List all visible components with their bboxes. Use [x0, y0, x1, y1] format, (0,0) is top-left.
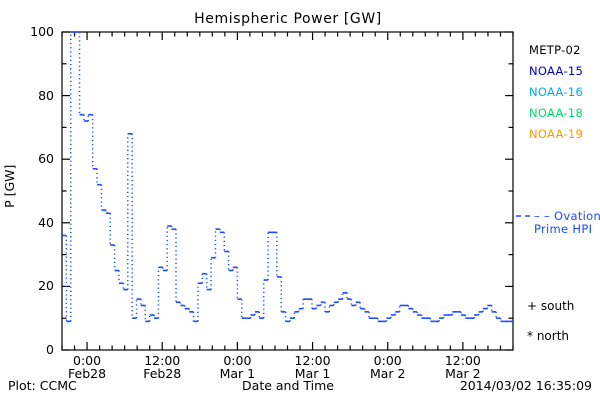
plot-frame [61, 31, 514, 351]
y-tick-label: 0 [46, 342, 54, 357]
y-axis-ticks [62, 31, 513, 351]
x-tick-date-label: Mar 2 [445, 366, 481, 381]
timestamp: 2014/03/02 16:35:09 [459, 378, 592, 393]
x-axis-ticks [61, 32, 514, 350]
x-tick-time-label: 12:00 [294, 353, 331, 368]
legend-marker-north: * north [527, 329, 570, 343]
y-tick-label: 80 [38, 87, 54, 103]
legend-ovation-label-line1: – – Ovation [534, 209, 600, 223]
legend-item-noaa-15: NOAA-15 [529, 64, 584, 78]
legend-item-noaa-18: NOAA-18 [529, 106, 584, 120]
x-tick-time-label: 0:00 [223, 353, 252, 368]
x-axis-label: Date and Time [242, 378, 334, 393]
x-tick-date-label: Feb28 [68, 366, 107, 381]
legend-item-noaa-19: NOAA-19 [529, 127, 584, 141]
legend-ovation-label-line2: Prime HPI [534, 222, 593, 236]
legend-item-noaa-16: NOAA-16 [529, 85, 584, 99]
y-tick-label: 20 [38, 278, 54, 294]
x-tick-date-label: Mar 1 [294, 366, 331, 381]
x-tick-date-label: Feb28 [143, 366, 182, 381]
x-tick-time-label: 0:00 [373, 353, 402, 368]
y-tick-label: 100 [30, 24, 54, 39]
x-tick-date-label: Mar 2 [369, 366, 406, 381]
page-title: Hemispheric Power [GW] [194, 11, 382, 27]
plot-credit: Plot: CCMC [8, 378, 77, 393]
data-series [62, 31, 513, 323]
x-tick-date-label: Mar 1 [219, 366, 256, 381]
legend-marker-south: + south [527, 299, 575, 313]
x-tick-time-label: 12:00 [444, 353, 481, 368]
x-tick-time-label: 12:00 [144, 353, 181, 368]
y-tick-label: 60 [38, 151, 54, 167]
y-tick-label: 40 [38, 214, 54, 230]
legend-item-metp-02: METP-02 [529, 43, 581, 57]
x-tick-time-label: 0:00 [73, 353, 102, 368]
